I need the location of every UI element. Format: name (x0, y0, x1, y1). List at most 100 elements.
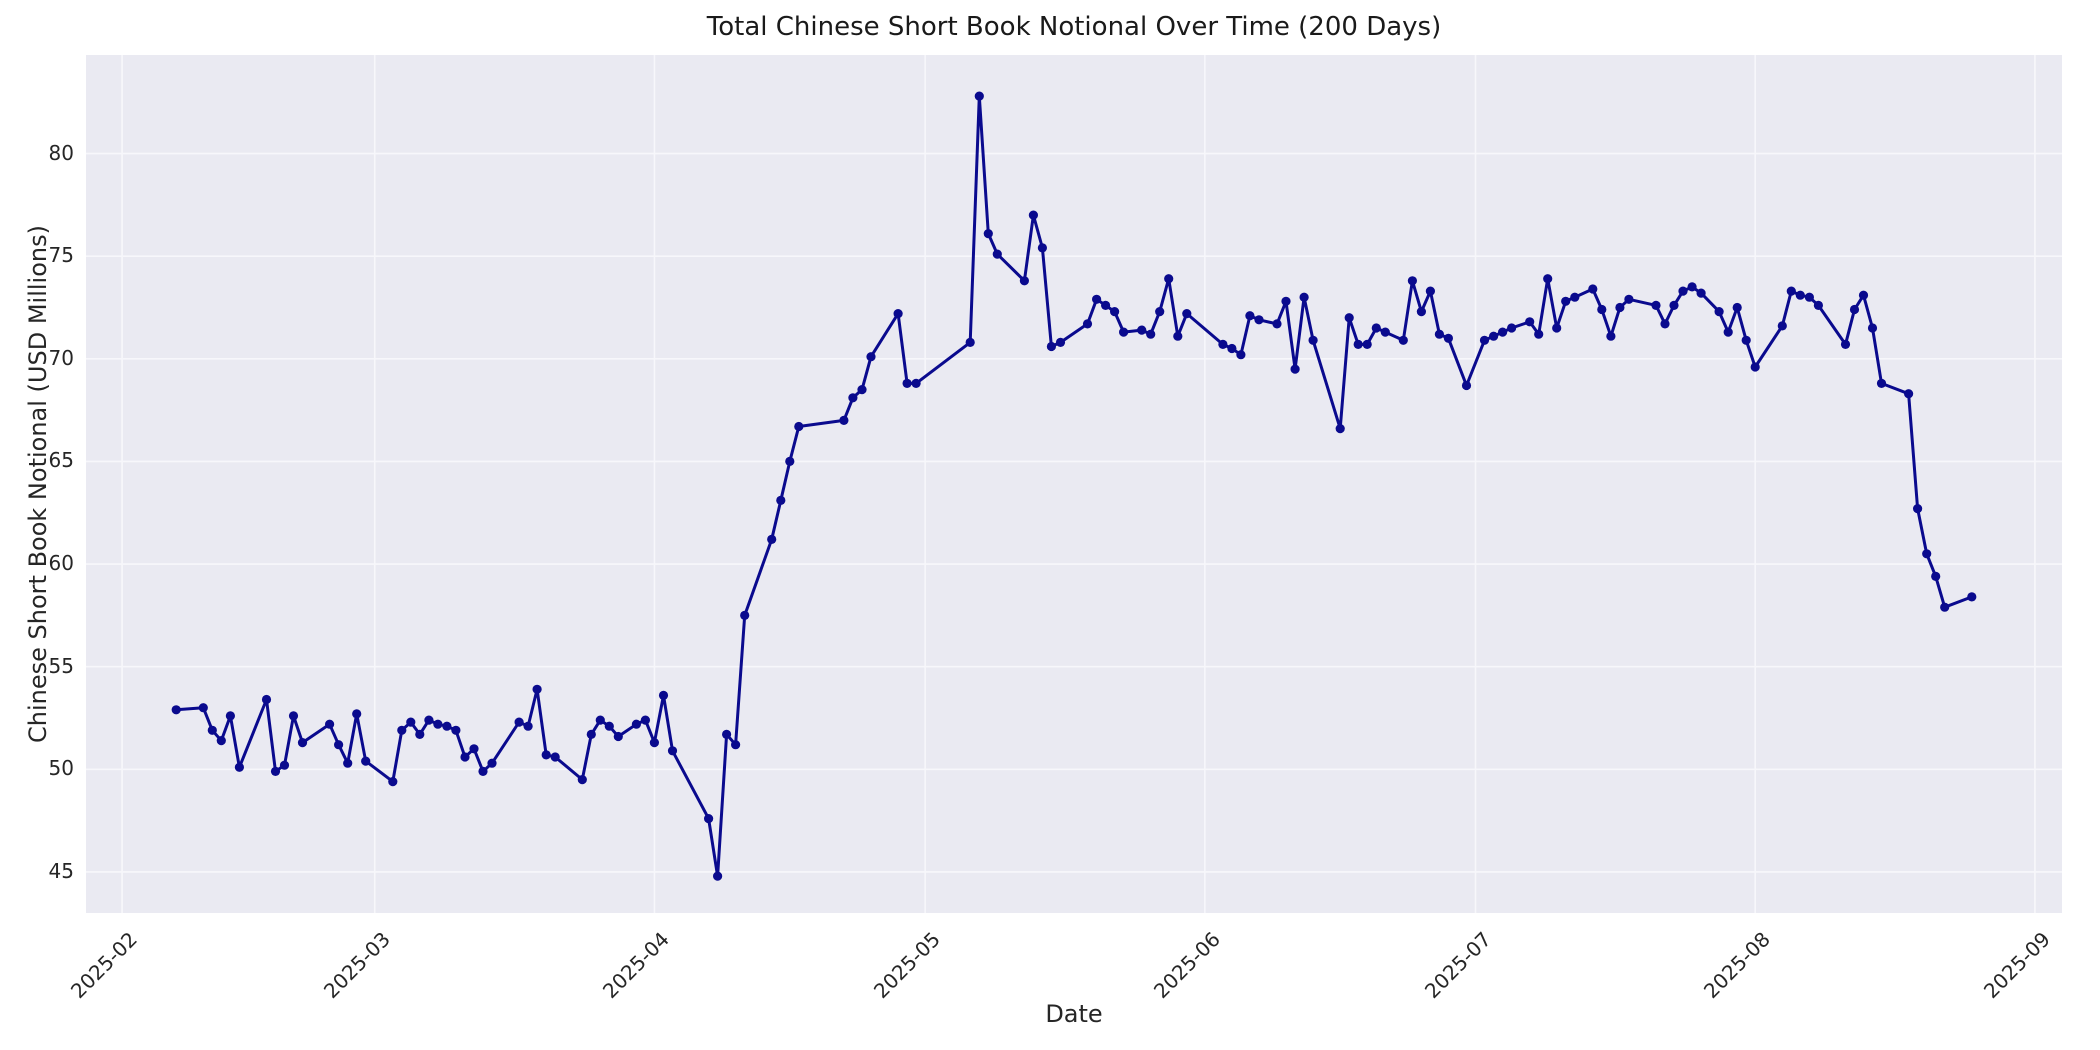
data-point-marker (1904, 389, 1914, 399)
data-point-marker (866, 352, 876, 362)
data-point-marker (1867, 323, 1878, 333)
data-point-marker (388, 777, 398, 787)
data-point-marker (731, 740, 741, 750)
data-point-marker (352, 709, 362, 719)
data-point-marker (848, 393, 858, 403)
data-point-marker (1055, 337, 1066, 347)
data-point-marker (424, 715, 434, 725)
data-point-marker (1525, 317, 1535, 327)
data-point-marker (649, 738, 660, 748)
y-tick-label: 70 (48, 345, 74, 370)
data-point-marker (740, 610, 750, 621)
data-point-marker (1696, 288, 1706, 298)
data-point-marker (514, 717, 524, 727)
data-point-marker (1344, 313, 1354, 323)
data-point-marker (207, 725, 217, 735)
data-point-marker (1082, 319, 1093, 329)
data-point-marker (1795, 290, 1805, 300)
data-point-marker (1110, 307, 1120, 317)
data-point-marker (1660, 319, 1670, 329)
data-point-marker (1335, 424, 1345, 434)
data-point-marker (532, 684, 542, 694)
data-point-marker (1101, 300, 1111, 310)
data-point-marker (1434, 329, 1444, 339)
data-point-marker (577, 775, 587, 785)
data-point-marker (1615, 302, 1625, 313)
data-point-marker (234, 762, 244, 772)
data-point-marker (1155, 307, 1165, 317)
data-point-marker (1182, 309, 1192, 319)
data-point-marker (1254, 315, 1264, 325)
data-point-marker (460, 752, 470, 762)
data-point-marker (1119, 327, 1129, 337)
data-point-marker (1164, 274, 1174, 284)
data-point-marker (983, 229, 993, 239)
data-point-marker (794, 421, 804, 432)
data-point-marker (595, 715, 605, 725)
y-tick-label: 55 (48, 653, 74, 678)
data-point-marker (1543, 274, 1553, 284)
data-point-marker (1461, 380, 1472, 391)
data-point-marker (1425, 286, 1435, 296)
data-point-marker (704, 814, 714, 824)
data-point-marker (550, 752, 560, 762)
data-point-marker (1507, 323, 1517, 333)
data-point-marker (433, 719, 443, 729)
data-point-marker (1353, 339, 1363, 349)
data-point-marker (1922, 549, 1932, 559)
data-point-marker (857, 385, 867, 395)
data-point-marker (297, 738, 308, 748)
x-axis-label: Date (1045, 1000, 1103, 1028)
data-point-marker (1606, 331, 1616, 341)
data-point-marker (667, 746, 678, 756)
data-point-marker (1931, 571, 1941, 582)
data-point-marker (1019, 276, 1029, 286)
data-point-marker (1443, 333, 1453, 343)
data-point-marker (1967, 592, 1977, 602)
data-point-marker (1272, 319, 1282, 329)
data-point-marker (1498, 327, 1508, 337)
data-point-marker (1407, 276, 1417, 286)
data-point-marker (1371, 323, 1381, 333)
data-point-marker (1678, 286, 1688, 296)
data-point-marker (1137, 325, 1147, 335)
data-point-marker (1570, 292, 1580, 302)
data-point-marker (270, 766, 281, 777)
data-point-marker (397, 725, 407, 735)
data-point-marker (1173, 331, 1183, 341)
data-point-marker (1786, 286, 1796, 296)
y-tick-label: 75 (48, 243, 74, 268)
data-point-marker (487, 758, 497, 768)
data-point-marker (1037, 243, 1047, 253)
data-point-marker (992, 249, 1002, 259)
data-point-marker (1777, 321, 1787, 331)
data-point-marker (658, 690, 669, 701)
data-point-marker (1858, 290, 1869, 300)
data-point-marker (279, 760, 290, 770)
data-point-marker (361, 756, 371, 766)
data-point-marker (415, 729, 425, 740)
data-point-marker (1362, 339, 1372, 349)
data-point-marker (1651, 300, 1661, 310)
data-point-marker (604, 721, 614, 731)
y-tick-label: 50 (48, 756, 74, 781)
data-point-marker (1750, 362, 1760, 372)
data-point-marker (1046, 341, 1056, 352)
data-point-marker (1290, 364, 1300, 374)
data-point-marker (902, 378, 912, 388)
data-point-marker (1416, 307, 1426, 317)
data-point-marker (171, 705, 181, 715)
data-point-marker (767, 534, 777, 545)
data-point-marker (1245, 311, 1255, 321)
data-point-marker (442, 721, 452, 731)
data-point-marker (225, 711, 235, 721)
data-point-marker (325, 719, 335, 729)
data-point-marker (261, 694, 272, 705)
data-point-marker (893, 309, 903, 319)
data-point-marker (974, 91, 984, 101)
data-point-marker (640, 715, 651, 725)
data-point-marker (1398, 335, 1408, 345)
data-point-marker (523, 721, 533, 731)
data-point-marker (1299, 292, 1309, 302)
data-point-marker (343, 758, 353, 768)
